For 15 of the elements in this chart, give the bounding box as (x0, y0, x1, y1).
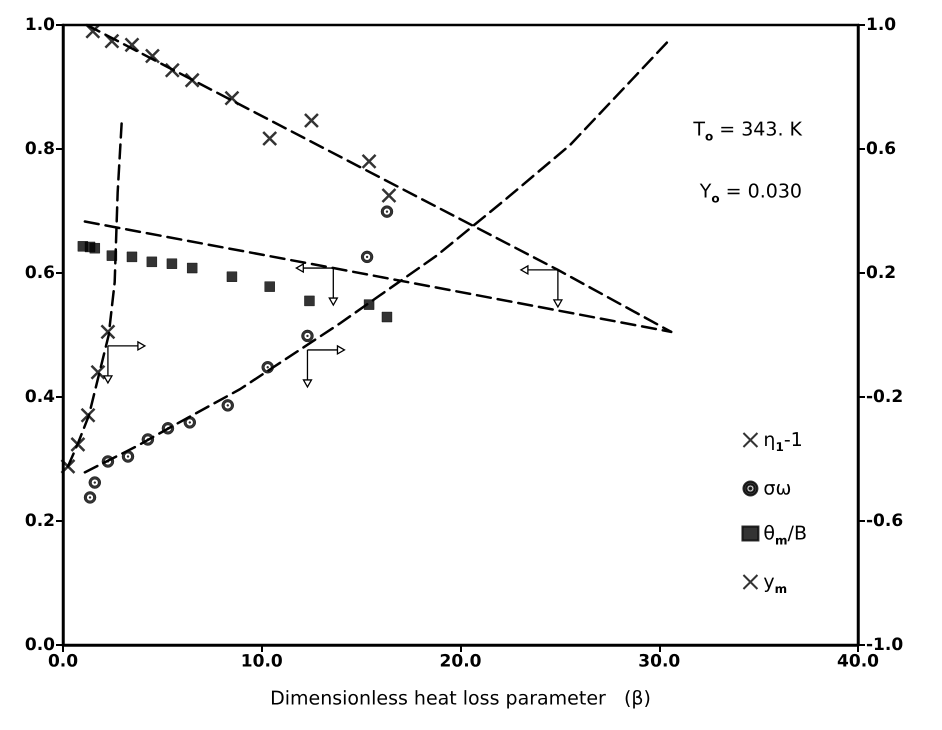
y2-tick-label: 1.0 (866, 15, 896, 35)
y2-tick-label: -0.2 (866, 387, 904, 407)
y2-tick-label: 0.6 (866, 139, 896, 159)
x-tick-label: 30.0 (638, 652, 680, 672)
x-tick-label: 20.0 (440, 652, 482, 672)
x-tick-label: 10.0 (240, 652, 283, 672)
x-axis-title: Dimensionless heat loss parameter (β) (270, 688, 651, 710)
y-tick-label: 0.4 (24, 387, 56, 407)
y2-tick-label: 0.2 (866, 263, 896, 283)
y-tick-label: 0.6 (24, 263, 55, 283)
legend-label: σω (763, 478, 792, 500)
y-tick-label: 1.0 (24, 15, 56, 35)
y2-tick-label: -0.6 (866, 511, 904, 531)
y-tick-label: 0.2 (24, 511, 55, 531)
y-tick-label: 0.8 (24, 139, 55, 159)
